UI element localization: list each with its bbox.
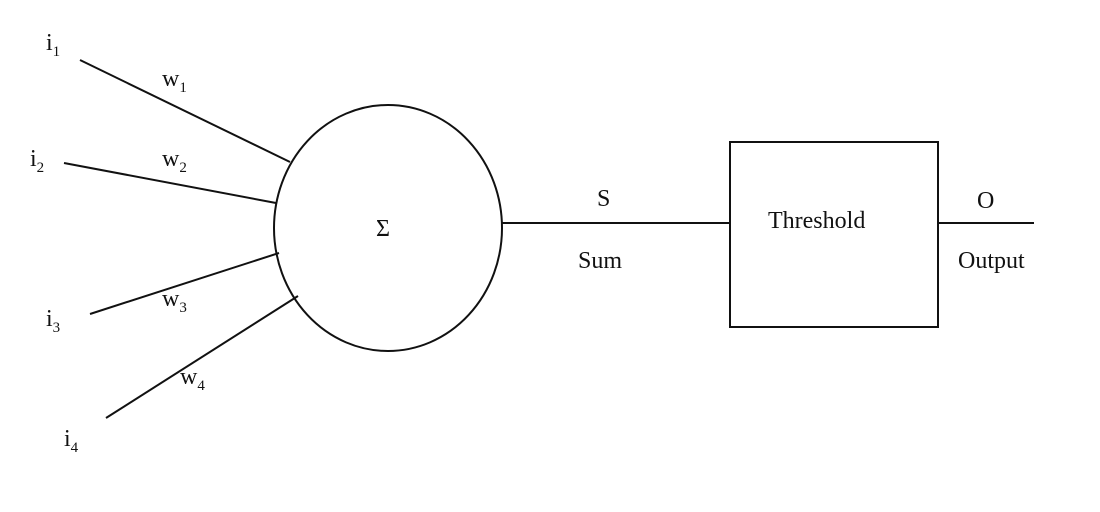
weight-label-3: w3 bbox=[162, 286, 187, 316]
input-label-2: i2 bbox=[30, 146, 44, 176]
input-line-3 bbox=[89, 252, 280, 315]
weight-label-1: w1 bbox=[162, 66, 187, 96]
sum-symbol: S bbox=[597, 186, 610, 212]
input-line-4 bbox=[105, 295, 299, 419]
input-line-1 bbox=[79, 59, 291, 163]
threshold-box bbox=[729, 141, 939, 328]
output-label: Output bbox=[958, 248, 1025, 274]
threshold-label: Threshold bbox=[768, 208, 865, 234]
weight-label-4: w4 bbox=[180, 364, 205, 394]
input-label-3: i3 bbox=[46, 306, 60, 336]
sum-label: Sum bbox=[578, 248, 622, 274]
output-symbol: O bbox=[977, 188, 994, 214]
input-line-2 bbox=[63, 162, 277, 204]
weight-label-2: w2 bbox=[162, 146, 187, 176]
input-label-4: i4 bbox=[64, 426, 79, 456]
summation-node bbox=[273, 104, 503, 352]
summation-symbol: Σ bbox=[376, 216, 390, 242]
input-label-1: i1 bbox=[46, 30, 60, 60]
